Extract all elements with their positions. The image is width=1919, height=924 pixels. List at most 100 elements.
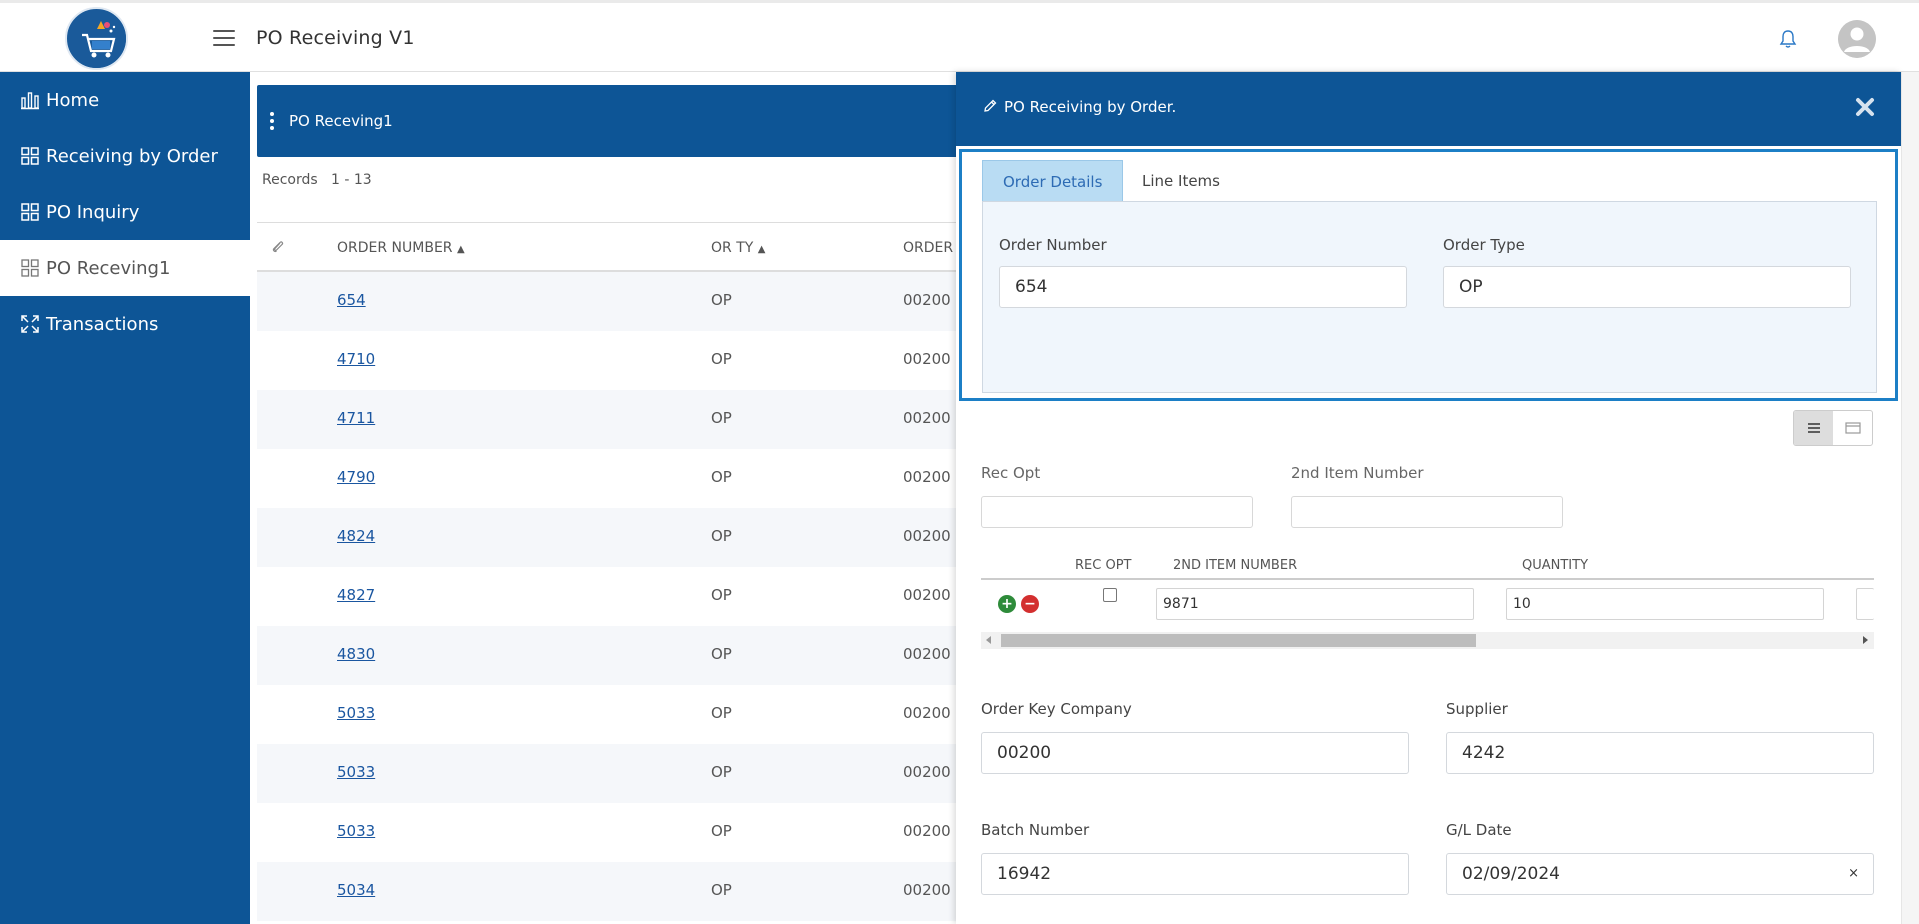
company-cell: 00200 [903, 527, 951, 545]
column-header-order[interactable]: ORDER [903, 240, 954, 256]
sort-icon[interactable]: ▲︎ [456, 244, 465, 255]
order-key-company-field[interactable]: 00200 [981, 732, 1409, 774]
tab-order-details[interactable]: Order Details [982, 160, 1124, 202]
view-toggle [1793, 410, 1873, 446]
table-row[interactable]: 5033 OP 00200 [257, 803, 1207, 862]
or-ty-cell: OP [711, 586, 732, 604]
order-number-link[interactable]: 654 [337, 291, 366, 309]
second-item-filter-input[interactable] [1291, 496, 1563, 528]
clear-date-icon[interactable]: × [1848, 866, 1859, 881]
column-header-quantity: QUANTITY [1522, 558, 1589, 573]
sidebar-item-po-inquiry[interactable]: PO Inquiry [0, 184, 250, 240]
app-title: PO Receiving V1 [256, 27, 415, 49]
add-row-icon[interactable]: + [998, 595, 1016, 613]
sidebar: Home Receiving by Order PO Inquiry PO Re… [0, 72, 250, 924]
scroll-right-icon[interactable] [1863, 636, 1868, 644]
records-label: Records [262, 172, 318, 188]
scrollbar-thumb[interactable] [1001, 634, 1476, 647]
rec-opt-checkbox[interactable] [1103, 588, 1117, 602]
or-ty-cell: OP [711, 645, 732, 663]
sidebar-item-receiving-by-order[interactable]: Receiving by Order [0, 128, 250, 184]
batch-number-field[interactable]: 16942 [981, 853, 1409, 895]
gl-date-label: G/L Date [1446, 821, 1512, 839]
table-row[interactable]: 4790 OP 00200 [257, 449, 1207, 508]
sidebar-item-po-receving1[interactable]: PO Receving1 [0, 240, 250, 296]
or-ty-cell: OP [711, 291, 732, 309]
gl-date-value: 02/09/2024 [1462, 864, 1560, 884]
column-header-rec-opt: REC OPT [1075, 558, 1132, 573]
order-type-label: Order Type [1443, 236, 1525, 254]
notification-bell-icon[interactable] [1778, 28, 1798, 50]
sidebar-item-label: PO Inquiry [46, 201, 140, 223]
order-number-link[interactable]: 5033 [337, 822, 376, 840]
sidebar-item-label: Transactions [46, 313, 159, 335]
bar-chart-icon [20, 90, 40, 110]
menu-toggle-icon[interactable] [213, 30, 235, 48]
order-number-field[interactable]: 654 [999, 266, 1407, 308]
order-number-link[interactable]: 4827 [337, 586, 376, 604]
horizontal-scrollbar[interactable] [981, 632, 1874, 649]
order-number-link[interactable]: 5033 [337, 704, 376, 722]
rec-opt-filter-input[interactable] [981, 496, 1253, 528]
order-details-panel: Order Number 654 Order Type OP [982, 201, 1877, 393]
table-row[interactable]: 4710 OP 00200 [257, 331, 1207, 390]
tab-line-items[interactable]: Line Items [1142, 172, 1220, 190]
company-cell: 00200 [903, 586, 951, 604]
or-ty-cell: OP [711, 527, 732, 545]
order-number-link[interactable]: 4824 [337, 527, 376, 545]
column-header-order-number[interactable]: ORDER NUMBER ▲︎ [337, 240, 465, 256]
company-cell: 00200 [903, 822, 951, 840]
column-header-2nd-item: 2ND ITEM NUMBER [1173, 558, 1298, 573]
order-type-field[interactable]: OP [1443, 266, 1851, 308]
table-row[interactable]: 4827 OP 00200 [257, 567, 1207, 626]
order-key-company-label: Order Key Company [981, 700, 1132, 718]
records-range: 1 - 13 [331, 172, 372, 188]
po-receiving-drawer: PO Receiving by Order. Order Details Lin… [956, 72, 1901, 924]
company-cell: 00200 [903, 468, 951, 486]
supplier-label: Supplier [1446, 700, 1508, 718]
column-header-or-ty[interactable]: OR TY ▲︎ [711, 240, 766, 256]
quantity-input[interactable]: 10 [1506, 588, 1824, 620]
next-cell-input[interactable] [1856, 588, 1874, 620]
or-ty-cell: OP [711, 704, 732, 722]
list-view-icon[interactable] [1794, 411, 1833, 445]
order-number-link[interactable]: 5034 [337, 881, 376, 899]
rec-opt-label: Rec Opt [981, 464, 1041, 482]
close-icon[interactable] [1854, 96, 1876, 118]
table-header: ORDER NUMBER ▲︎ OR TY ▲︎ ORDER [257, 222, 1207, 272]
kebab-menu-icon[interactable] [270, 112, 274, 130]
order-number-link[interactable]: 5033 [337, 763, 376, 781]
app-logo[interactable] [65, 7, 128, 70]
order-number-link[interactable]: 4710 [337, 350, 376, 368]
company-cell: 00200 [903, 881, 951, 899]
scroll-left-icon[interactable] [986, 636, 991, 644]
sort-icon[interactable]: ▲︎ [757, 244, 766, 255]
gl-date-field[interactable]: 02/09/2024 × [1446, 853, 1874, 895]
sidebar-item-label: PO Receving1 [46, 257, 171, 279]
order-number-link[interactable]: 4790 [337, 468, 376, 486]
order-number-link[interactable]: 4711 [337, 409, 376, 427]
card-view-icon[interactable] [1833, 411, 1872, 445]
company-cell: 00200 [903, 704, 951, 722]
second-item-label: 2nd Item Number [1291, 464, 1424, 482]
user-avatar[interactable] [1838, 20, 1876, 58]
remove-row-icon[interactable]: − [1021, 595, 1039, 613]
top-header: PO Receiving V1 [0, 0, 1919, 72]
batch-number-label: Batch Number [981, 821, 1090, 839]
sidebar-item-transactions[interactable]: Transactions [0, 296, 250, 352]
sidebar-item-label: Home [46, 89, 100, 111]
or-ty-cell: OP [711, 350, 732, 368]
pencil-icon [982, 98, 998, 114]
drawer-header: PO Receiving by Order. [956, 72, 1901, 146]
company-cell: 00200 [903, 350, 951, 368]
page-scrollbar[interactable] [1901, 72, 1919, 924]
sidebar-item-home[interactable]: Home [0, 72, 250, 128]
expand-icon [20, 314, 40, 334]
supplier-field[interactable]: 4242 [1446, 732, 1874, 774]
table-row[interactable]: 5033 OP 00200 [257, 685, 1207, 744]
line-item-row: + − 9871 10 [981, 580, 1874, 628]
grid-icon [20, 258, 40, 278]
second-item-input[interactable]: 9871 [1156, 588, 1474, 620]
order-number-link[interactable]: 4830 [337, 645, 376, 663]
grid-icon [20, 202, 40, 222]
